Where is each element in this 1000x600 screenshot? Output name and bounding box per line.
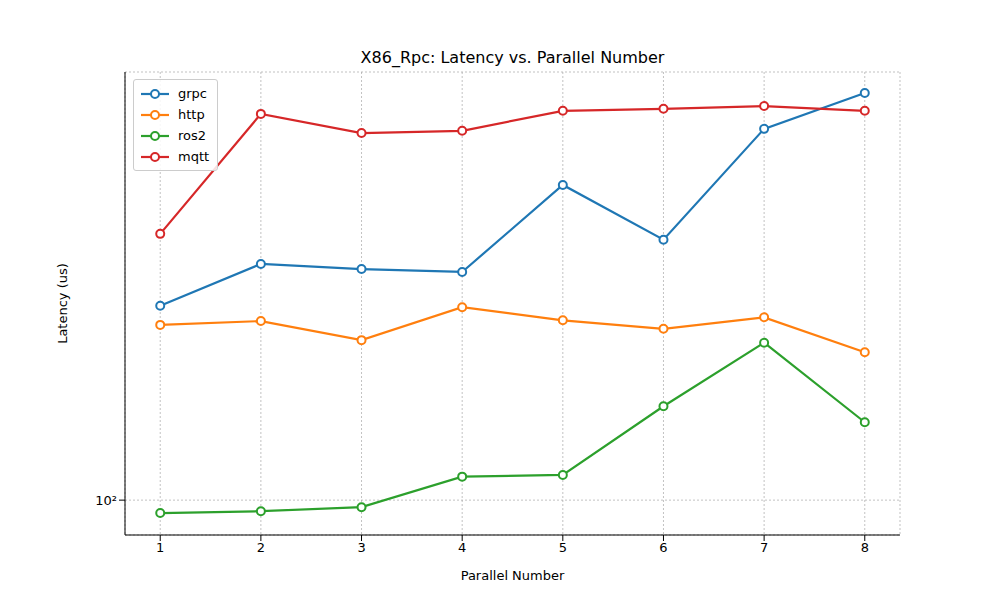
svg-text:1: 1	[156, 540, 164, 555]
svg-text:8: 8	[861, 540, 869, 555]
html-text:http: http	[178, 107, 205, 122]
svg-text:4: 4	[458, 540, 466, 555]
html-text:X86_Rpc: Latency vs. Parallel: X86_Rpc: Latency vs. Parallel Number	[360, 48, 665, 67]
svg-text:Latency (us): Latency (us)	[55, 263, 70, 344]
svg-text:Parallel Number: Parallel Number	[461, 568, 565, 583]
html-text:ros2: ros2	[178, 128, 207, 143]
html-text:grpc: grpc	[178, 86, 207, 101]
svg-text:5: 5	[559, 540, 567, 555]
svg-text:6: 6	[659, 540, 667, 555]
svg-text:7: 7	[760, 540, 768, 555]
svg-text:3: 3	[357, 540, 365, 555]
html-text:mqtt: mqtt	[178, 149, 210, 164]
svg-text:2: 2	[257, 540, 265, 555]
svg-text:10²: 10²	[95, 493, 117, 508]
